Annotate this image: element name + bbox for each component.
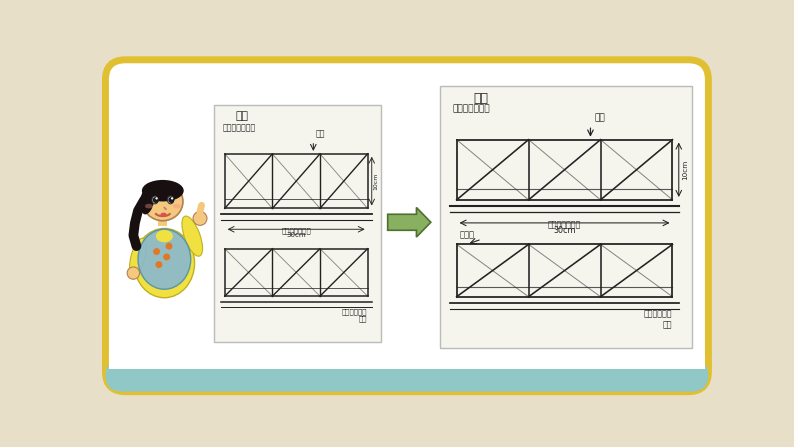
Text: （桥两面结构）: （桥两面结构） [281,228,311,234]
Ellipse shape [143,182,183,221]
Polygon shape [387,207,431,237]
Ellipse shape [140,186,155,215]
Ellipse shape [138,229,191,289]
FancyBboxPatch shape [106,359,708,392]
Text: 10cm: 10cm [682,160,688,180]
Ellipse shape [182,216,202,256]
Text: 硬地面: 硬地面 [459,230,474,239]
Circle shape [152,197,159,203]
FancyBboxPatch shape [440,86,692,348]
Text: 前后两面如图：: 前后两面如图： [222,124,256,133]
Circle shape [165,243,172,249]
Ellipse shape [152,196,158,204]
Ellipse shape [173,204,180,208]
Circle shape [127,267,140,279]
Text: 吸管: 吸管 [316,130,326,139]
Text: 吸管: 吸管 [594,114,605,122]
Bar [158,217,168,226]
Circle shape [164,253,170,261]
Circle shape [168,197,175,203]
Ellipse shape [129,238,146,276]
Circle shape [156,261,163,268]
Circle shape [193,211,207,225]
Text: 设计人：桐桐
阳阳: 设计人：桐桐 阳阳 [644,310,673,329]
Ellipse shape [145,204,152,208]
Text: 10cm: 10cm [374,173,379,190]
Text: 设计人：桐桐
阳阳: 设计人：桐桐 阳阳 [342,308,368,322]
Text: 桥：: 桥： [473,92,488,105]
FancyBboxPatch shape [106,60,708,392]
Text: 前后两面如图：: 前后两面如图： [453,105,491,114]
Ellipse shape [168,196,174,204]
Bar [110,355,704,369]
Text: 桥：: 桥： [236,111,249,122]
Ellipse shape [156,230,173,242]
Text: 30cm: 30cm [553,226,576,235]
Text: （桥两面结构）: （桥两面结构） [548,220,581,229]
FancyBboxPatch shape [214,105,380,342]
Circle shape [153,248,160,255]
Circle shape [171,197,173,199]
Text: 30cm: 30cm [287,232,306,238]
Ellipse shape [134,228,195,298]
Circle shape [156,197,158,199]
Ellipse shape [142,180,183,202]
Ellipse shape [160,213,167,216]
